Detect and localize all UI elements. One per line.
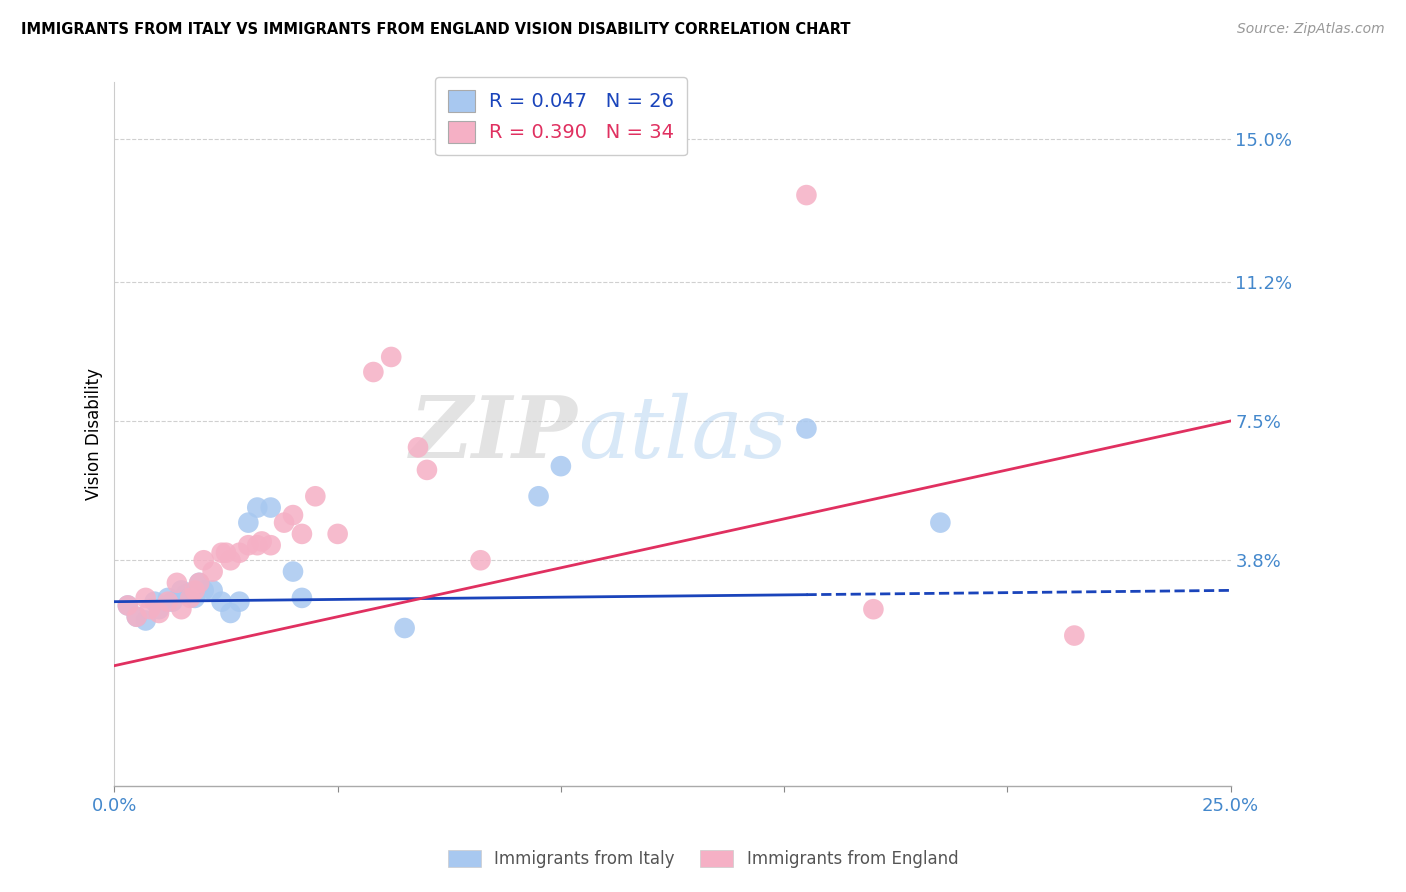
Point: [470, 553, 492, 567]
Point: [291, 527, 314, 541]
Text: Source: ZipAtlas.com: Source: ZipAtlas.com: [1237, 22, 1385, 37]
Point: [406, 440, 429, 454]
Legend: R = 0.047   N = 26, R = 0.390   N = 34: R = 0.047 N = 26, R = 0.390 N = 34: [434, 77, 686, 155]
Point: [363, 365, 385, 379]
Point: [188, 575, 211, 590]
Point: [380, 350, 402, 364]
Point: [135, 614, 157, 628]
Text: ZIP: ZIP: [409, 392, 578, 476]
Point: [201, 583, 224, 598]
Point: [162, 595, 184, 609]
Point: [929, 516, 952, 530]
Point: [156, 595, 179, 609]
Point: [143, 595, 166, 609]
Point: [148, 606, 170, 620]
Point: [156, 591, 179, 605]
Point: [291, 591, 314, 605]
Point: [211, 546, 233, 560]
Point: [796, 421, 818, 435]
Point: [201, 565, 224, 579]
Point: [246, 538, 269, 552]
Point: [125, 609, 148, 624]
Point: [326, 527, 349, 541]
Point: [394, 621, 416, 635]
Point: [125, 609, 148, 624]
Point: [117, 599, 139, 613]
Point: [135, 591, 157, 605]
Point: [174, 587, 197, 601]
Text: atlas: atlas: [578, 392, 787, 475]
Point: [184, 583, 207, 598]
Point: [170, 583, 193, 598]
Point: [260, 500, 283, 515]
Point: [139, 602, 162, 616]
Y-axis label: Vision Disability: Vision Disability: [86, 368, 103, 500]
Point: [166, 575, 188, 590]
Point: [193, 553, 215, 567]
Point: [416, 463, 439, 477]
Point: [228, 546, 250, 560]
Point: [219, 553, 242, 567]
Point: [304, 489, 326, 503]
Point: [281, 565, 304, 579]
Point: [228, 595, 250, 609]
Point: [188, 575, 211, 590]
Point: [215, 546, 238, 560]
Point: [862, 602, 884, 616]
Point: [170, 602, 193, 616]
Point: [527, 489, 550, 503]
Point: [219, 606, 242, 620]
Point: [179, 591, 201, 605]
Point: [238, 538, 260, 552]
Point: [211, 595, 233, 609]
Point: [250, 534, 273, 549]
Point: [273, 516, 295, 530]
Point: [281, 508, 304, 522]
Point: [184, 591, 207, 605]
Point: [1063, 629, 1085, 643]
Text: IMMIGRANTS FROM ITALY VS IMMIGRANTS FROM ENGLAND VISION DISABILITY CORRELATION C: IMMIGRANTS FROM ITALY VS IMMIGRANTS FROM…: [21, 22, 851, 37]
Point: [193, 583, 215, 598]
Point: [246, 500, 269, 515]
Point: [117, 599, 139, 613]
Point: [260, 538, 283, 552]
Point: [550, 459, 572, 474]
Point: [148, 602, 170, 616]
Legend: Immigrants from Italy, Immigrants from England: Immigrants from Italy, Immigrants from E…: [441, 843, 965, 875]
Point: [238, 516, 260, 530]
Point: [796, 188, 818, 202]
